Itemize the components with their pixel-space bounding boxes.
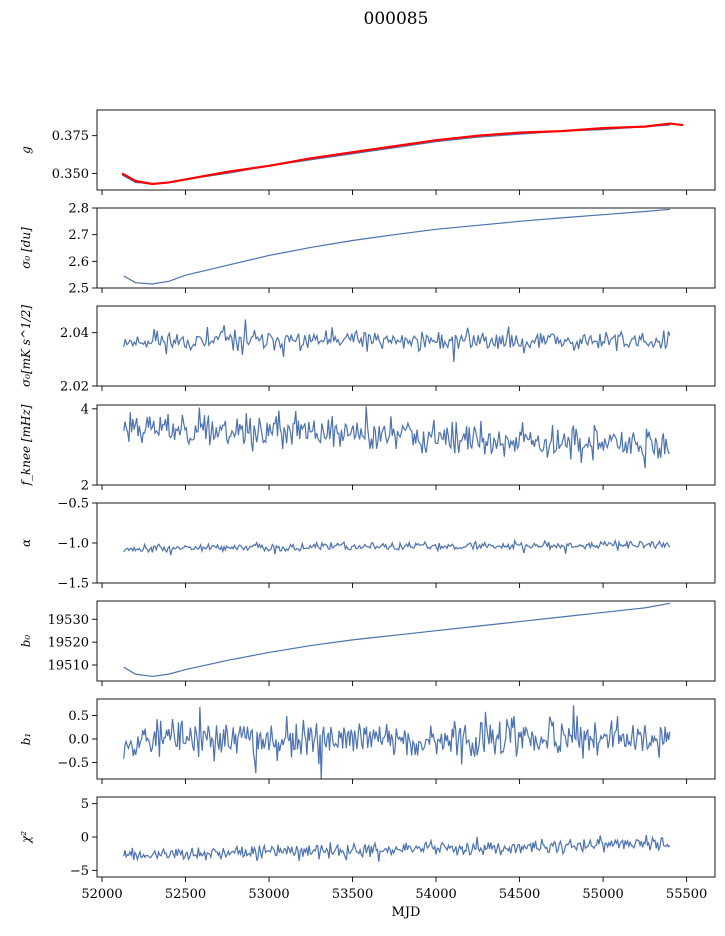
series-line-1 (123, 319, 671, 362)
series-line-1 (123, 538, 671, 556)
series-line-1 (123, 705, 671, 779)
y-tick-label: −1.5 (57, 577, 89, 592)
y-tick-label: 5 (81, 797, 89, 812)
y-axis-label: σ₀ [du] (19, 227, 33, 269)
panel-2: 2.5 2.6 2.7 2.8 σ₀ [du] (19, 202, 716, 297)
y-tick-label: −1.0 (57, 537, 89, 552)
x-tick-label: 55500 (666, 887, 707, 902)
panel-8: −5 0 5 52000 52500 53000 53500 54000 54500 55000 5… (19, 796, 716, 920)
plot-frame (96, 600, 716, 682)
y-axis-label: b₀ (19, 635, 33, 648)
y-tick-label: 0.5 (68, 709, 89, 724)
y-axis-label: b₁ (19, 733, 33, 746)
y-tick-label: 2.7 (68, 228, 89, 243)
x-tick-label: 54000 (415, 887, 456, 902)
y-tick-label: 2.5 (68, 282, 89, 297)
panel-1: 0.350 0.375 g (19, 109, 716, 195)
y-axis-label: g (19, 146, 33, 154)
x-tick-label: 54500 (499, 887, 540, 902)
x-axis-label: MJD (392, 905, 421, 920)
y-axis-label: σ₀[mK s^1/2] (19, 305, 33, 387)
y-tick-label: 2 (81, 479, 89, 494)
series-line-1 (123, 208, 670, 285)
y-tick-label: 2.02 (60, 380, 89, 395)
plot-frame (96, 207, 716, 289)
panel-4: 2 4 f_knee [mHz] (19, 402, 716, 494)
plot-frame (96, 404, 716, 486)
plot-frame (96, 796, 716, 878)
x-tick-label: 53000 (248, 887, 289, 902)
y-tick-label: −5 (70, 864, 89, 879)
x-tick-label: 53500 (332, 887, 373, 902)
y-tick-label: 19530 (48, 613, 89, 628)
x-tick-label: 55000 (582, 887, 623, 902)
series-line-1 (123, 602, 671, 678)
y-tick-label: 0 (81, 831, 89, 846)
x-tick-label: 52000 (81, 887, 122, 902)
panel-3: 2.02 2.04 σ₀[mK s^1/2] (19, 305, 716, 395)
y-axis-label: χ² (19, 831, 33, 844)
x-tick-label: 52500 (165, 887, 206, 902)
y-tick-label: 4 (81, 402, 89, 417)
y-axis-label: α (19, 539, 33, 547)
y-tick-label: 0.350 (52, 167, 89, 182)
panel-6: 19510 19520 19530 b₀ (19, 600, 716, 686)
y-tick-label: 2.8 (68, 202, 89, 217)
y-tick-label: 2.04 (60, 326, 89, 341)
y-tick-label: 19510 (48, 659, 89, 674)
plot-frame (96, 305, 716, 387)
y-tick-label: 2.6 (68, 255, 89, 270)
y-axis-label: f_knee [mHz] (19, 404, 33, 486)
plot-frame (96, 109, 716, 191)
y-tick-label: −0.5 (57, 497, 89, 512)
plot-frame (96, 502, 716, 584)
y-tick-label: −0.5 (57, 756, 89, 771)
y-tick-label: 0.0 (68, 733, 89, 748)
y-tick-label: 0.375 (52, 129, 89, 144)
series-line-1 (123, 406, 671, 469)
panel-5: −1.5 −1.0 −0.5 α (19, 497, 716, 592)
figure-title: 000085 (364, 9, 429, 29)
panel-7: −0.5 0.0 0.5 b₁ (19, 698, 716, 784)
series-line-2 (121, 122, 684, 186)
y-tick-label: 19520 (48, 636, 89, 651)
series-line-1 (123, 834, 671, 862)
panels: 0.350 0.375 g 2.5 2.6 2.7 2.8 σ₀ [du] 2.02 2.04 σ₀… (19, 109, 716, 920)
